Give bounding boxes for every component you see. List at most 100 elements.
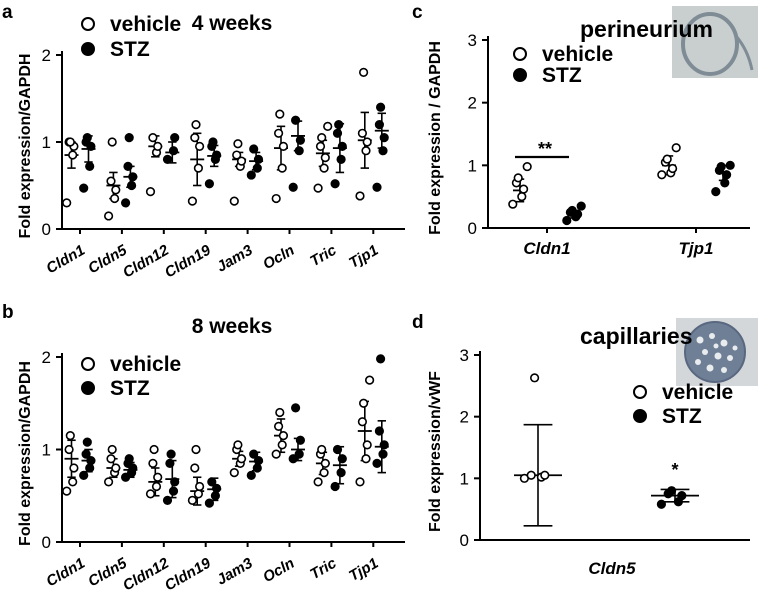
vehicle-data-point: [65, 431, 75, 441]
stz-data-point: [79, 470, 89, 481]
vehicle-data-point: [187, 196, 197, 206]
stz-data-point: [330, 179, 340, 189]
stz-data-point: [295, 435, 306, 445]
vehicle-data-point: [232, 150, 242, 160]
stz-data-point: [166, 449, 176, 459]
stz-data-point: [86, 456, 96, 466]
vehicle-data-point: [68, 150, 78, 160]
vehicle-data-point: [109, 193, 120, 204]
vehicle-data-point: [103, 477, 114, 487]
vehicle-data-point: [517, 192, 527, 202]
stz-data-point: [85, 161, 95, 171]
stz-data-point: [208, 137, 218, 147]
y-tick-label: 0: [42, 220, 51, 239]
vehicle-data-point: [68, 477, 78, 487]
panel-label-d: d: [412, 312, 424, 333]
stz-data-point: [162, 154, 173, 164]
stz-data-point: [332, 128, 343, 138]
stz-data-point: [249, 449, 259, 459]
stz-data-point: [711, 187, 721, 197]
vehicle-data-point: [275, 109, 285, 119]
vehicle-data-point: [64, 444, 74, 455]
y-axis-label: Fold expression/GAPDH: [17, 361, 34, 546]
stz-data-point: [332, 444, 343, 455]
stz-data-point: [127, 180, 137, 191]
vehicle-data-point: [187, 495, 197, 505]
vehicle-data-point: [149, 444, 159, 455]
legend-label-stz: STZ: [110, 38, 150, 61]
stz-data-point: [204, 498, 214, 508]
legend-marker-vehicle: [513, 47, 527, 61]
stz-data-point: [374, 119, 385, 130]
chart-title: 8 weeks: [192, 315, 273, 338]
stz-data-point: [291, 115, 301, 125]
x-tick-label: Cldn12: [120, 554, 172, 594]
vehicle-data-point: [151, 481, 162, 492]
stz-data-point: [82, 437, 92, 447]
stz-data-point: [376, 102, 386, 112]
vehicle-data-point: [65, 137, 75, 147]
x-tick-label: Cldn12: [120, 241, 172, 281]
stz-data-point: [253, 154, 264, 164]
legend-marker-stz: [513, 68, 527, 82]
stz-data-point: [252, 463, 262, 473]
stz-data-point: [336, 468, 346, 478]
stz-data-point: [246, 470, 256, 481]
vehicle-data-point: [153, 472, 163, 482]
chart-d-capillaries: capillaries Fold expression/vWF 0 1 2 3 Cldn5 v…: [427, 323, 750, 578]
x-tick-label: Tjp1: [346, 555, 381, 585]
vehicle-data-point: [357, 417, 368, 427]
x-tick-label: Jam3: [214, 554, 256, 588]
stz-data-point: [562, 215, 572, 226]
vehicle-data-point: [355, 477, 365, 487]
stz-data-point: [168, 146, 179, 156]
stz-data-point: [295, 135, 306, 145]
vehicle-data-point: [361, 146, 371, 156]
stz-data-point: [79, 183, 89, 193]
x-tick-label: Tric: [307, 241, 340, 270]
vehicle-data-point: [355, 191, 365, 201]
x-tick-label: Jam3: [214, 241, 256, 275]
vehicle-data-point: [278, 141, 289, 151]
y-tick-label: 2: [42, 348, 51, 367]
vehicle-data-point: [277, 440, 287, 450]
vehicle-data-point: [106, 176, 116, 186]
y-tick-label: 3: [460, 346, 469, 365]
vehicle-data-point: [145, 186, 156, 197]
vehicle-data-point: [323, 121, 333, 131]
stz-data-point: [576, 201, 586, 211]
stz-data-point: [294, 146, 304, 156]
stz-data-point: [656, 499, 667, 509]
x-tick-label: Tric: [307, 554, 340, 583]
vehicle-data-point: [319, 163, 329, 173]
stz-data-point: [716, 161, 726, 172]
panel-label-b: b: [2, 302, 14, 323]
stz-data-point: [246, 170, 256, 180]
stz-data-point: [210, 491, 220, 501]
vehicle-data-point: [319, 468, 329, 478]
stz-data-point: [721, 170, 732, 180]
y-axis-label: Fold expression/GAPDH: [17, 54, 34, 239]
capillaries-inset-image: [676, 318, 758, 386]
legend-label-vehicle: vehicle: [662, 381, 733, 404]
y-tick-label: 3: [468, 31, 477, 50]
legend-marker-stz: [81, 42, 95, 56]
stz-data-point: [288, 454, 298, 464]
vehicle-data-point: [62, 198, 72, 208]
x-tick-label: Cldn19: [162, 554, 214, 594]
vehicle-data-point: [315, 141, 326, 151]
vehicle-data-point: [522, 161, 532, 172]
vehicle-data-point: [320, 458, 330, 468]
vehicle-data-point: [362, 137, 372, 147]
panel-label-c: c: [412, 2, 423, 23]
chart-b-8-weeks: 8 weeks Fold expression/GAPDH 0 1 2 Cldn1 Cldn…: [17, 315, 405, 594]
stz-data-point: [725, 160, 735, 170]
stz-data-point: [337, 141, 347, 151]
vehicle-data-point: [107, 137, 117, 147]
significance-marker: *: [671, 460, 678, 480]
stz-data-point: [162, 495, 173, 505]
x-tick-label: Cldn19: [162, 241, 214, 281]
stz-data-point: [252, 163, 262, 173]
stz-data-point: [379, 440, 389, 450]
panel-label-a: a: [2, 2, 13, 23]
